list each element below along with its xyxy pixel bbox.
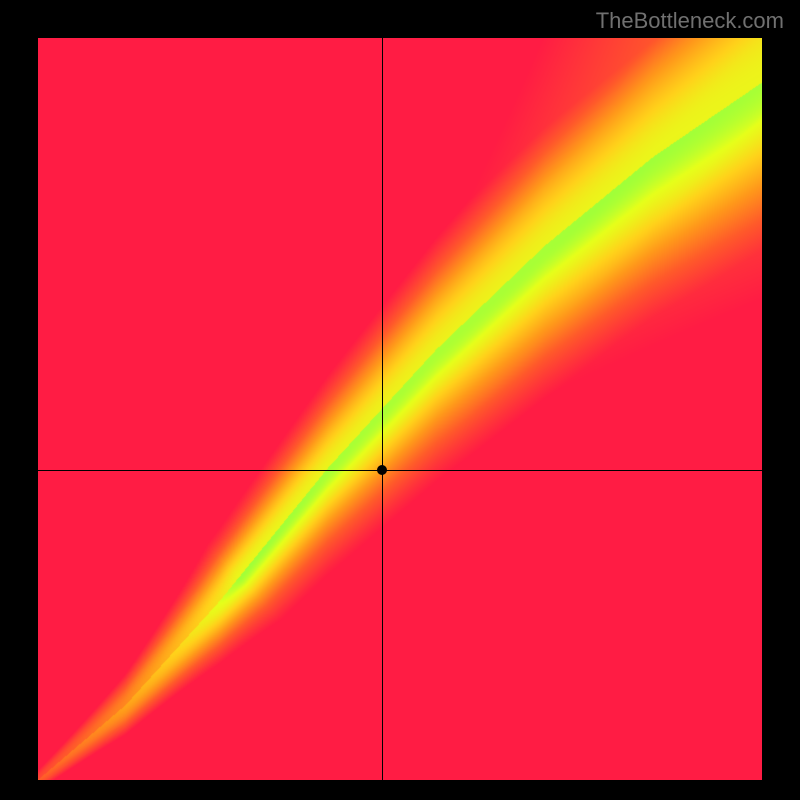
marker-dot [377,465,387,475]
watermark-text: TheBottleneck.com [596,8,784,34]
plot-area [38,38,762,780]
crosshair-horizontal [38,470,762,471]
heatmap-canvas [38,38,762,780]
crosshair-vertical [382,38,383,780]
